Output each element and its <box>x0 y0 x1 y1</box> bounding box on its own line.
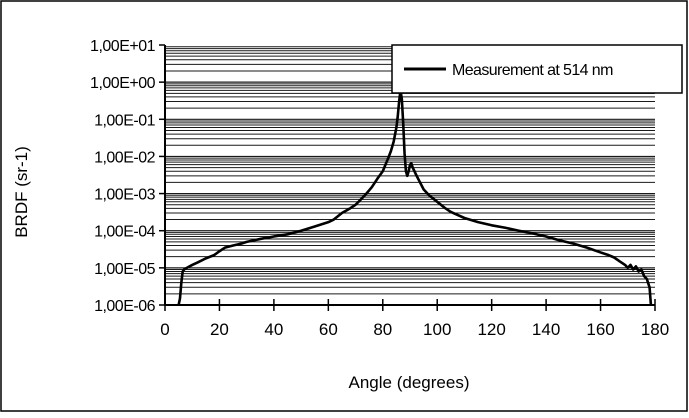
y-tick-label: 1,00E-03 <box>94 187 156 204</box>
y-tick-label: 1,00E+01 <box>90 38 156 55</box>
series-line <box>177 89 653 306</box>
x-tick-labels: 0 20 40 60 80 100 120 140 160 180 <box>160 299 669 339</box>
x-tick-label: 20 <box>210 320 229 339</box>
x-axis-title: Angle (degrees) <box>349 373 470 392</box>
y-tick-label: 1,00E-01 <box>94 112 156 129</box>
x-tick-label: 80 <box>373 320 392 339</box>
x-tick-label: 180 <box>641 320 669 339</box>
legend-label: Measurement at 514 nm <box>452 62 613 79</box>
x-tick-label: 60 <box>319 320 338 339</box>
y-tick-labels: 1,00E+01 1,00E+00 1,00E-01 1,00E-02 1,00E-03… <box>90 38 165 315</box>
series-layer <box>177 89 653 306</box>
y-tick-label: 1,00E-05 <box>94 261 156 278</box>
y-axis-title: BRDF (sr-1) <box>12 146 31 238</box>
y-tick-label: 1,00E-02 <box>94 149 156 166</box>
y-tick-label: 1,00E+00 <box>90 75 156 92</box>
y-tick-label: 1,00E-04 <box>94 224 156 241</box>
x-tick-label: 40 <box>264 320 283 339</box>
x-tick-label: 140 <box>532 320 560 339</box>
legend: Measurement at 514 nm <box>391 44 683 94</box>
x-tick-label: 160 <box>586 320 614 339</box>
x-tick-label: 100 <box>423 320 451 339</box>
x-tick-label: 120 <box>477 320 505 339</box>
x-tick-label: 0 <box>160 320 169 339</box>
y-tick-label: 1,00E-06 <box>94 298 156 315</box>
axes <box>164 45 655 306</box>
